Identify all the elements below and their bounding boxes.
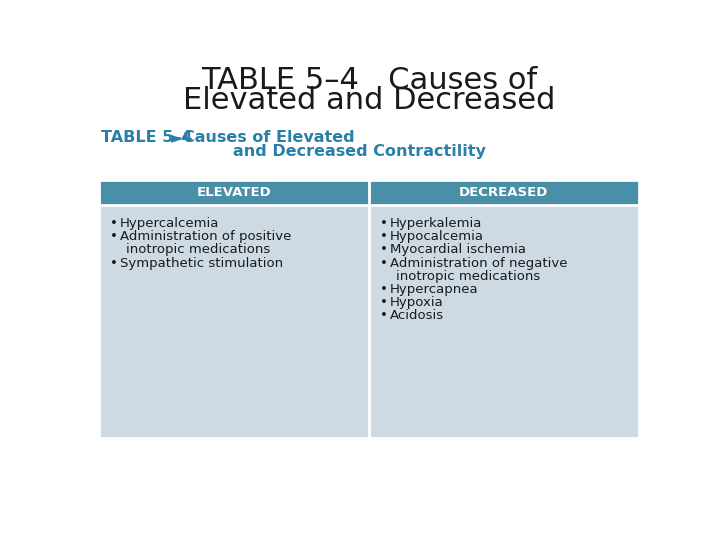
Text: TABLE 5–4   Causes of: TABLE 5–4 Causes of [201, 66, 537, 94]
Text: ELEVATED: ELEVATED [197, 186, 271, 199]
Bar [99, 180, 369, 205]
Text: •: • [110, 217, 118, 230]
Text: Administration of negative: Administration of negative [390, 256, 567, 269]
Text: •: • [380, 283, 388, 296]
Text: •: • [380, 231, 388, 244]
Text: Hypercalcemia: Hypercalcemia [120, 217, 220, 230]
Text: •: • [380, 217, 388, 230]
Text: Acidosis: Acidosis [390, 309, 444, 322]
Text: Hyperkalemia: Hyperkalemia [390, 217, 482, 230]
Text: •: • [380, 256, 388, 269]
Text: TABLE 5–4: TABLE 5–4 [101, 130, 192, 145]
Text: •: • [380, 244, 388, 256]
Text: Administration of positive: Administration of positive [120, 231, 292, 244]
Text: •: • [110, 231, 118, 244]
Text: DECREASED: DECREASED [459, 186, 549, 199]
Text: Hypocalcemia: Hypocalcemia [390, 231, 484, 244]
Bar [99, 205, 369, 438]
Text: Elevated and Decreased: Elevated and Decreased [183, 86, 555, 114]
Text: Sympathetic stimulation: Sympathetic stimulation [120, 256, 284, 269]
Text: and Decreased Contractility: and Decreased Contractility [233, 144, 486, 159]
Text: inotropic medications: inotropic medications [127, 244, 271, 256]
Bar [99, 180, 639, 438]
Text: Hypercapnea: Hypercapnea [390, 283, 479, 296]
Text: •: • [380, 296, 388, 309]
Bar [369, 205, 639, 438]
Text: inotropic medications: inotropic medications [396, 269, 541, 282]
Text: Causes of Elevated: Causes of Elevated [183, 130, 355, 145]
Bar [369, 180, 639, 205]
Text: Hypoxia: Hypoxia [390, 296, 444, 309]
Text: •: • [110, 256, 118, 269]
Text: •: • [380, 309, 388, 322]
Text: Myocardial ischemia: Myocardial ischemia [390, 244, 526, 256]
Text: ►: ► [171, 130, 184, 145]
